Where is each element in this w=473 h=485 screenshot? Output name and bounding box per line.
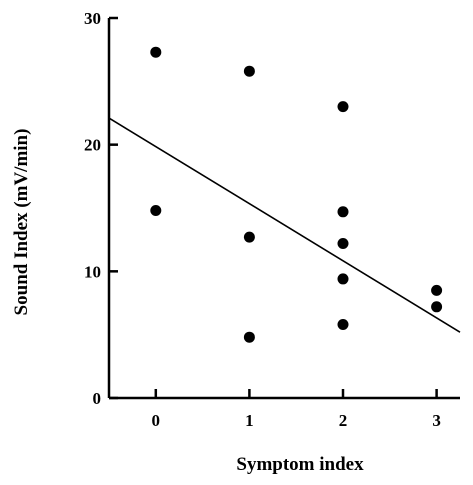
y-ticks: 0 10 20 30 [84, 9, 118, 408]
data-point [243, 231, 255, 243]
data-point [243, 331, 255, 343]
y-axis: 0 10 20 30 [84, 9, 118, 408]
regression-line [108, 117, 461, 333]
y-tick-label: 0 [93, 389, 102, 408]
data-point [337, 206, 349, 218]
x-tick-label: 2 [339, 411, 348, 430]
x-tick-label: 0 [152, 411, 161, 430]
x-tick-label: 1 [245, 411, 254, 430]
y-tick-label: 30 [84, 9, 101, 28]
data-point [150, 205, 162, 217]
data-point [431, 284, 443, 296]
x-axis-label: Symptom index [236, 454, 364, 475]
data-point [150, 46, 162, 58]
y-tick-label: 10 [84, 262, 101, 281]
data-point [243, 65, 255, 77]
data-point [337, 273, 349, 285]
x-tick-label: 3 [432, 411, 441, 430]
data-point [337, 101, 349, 113]
data-point [431, 301, 443, 313]
data-point [337, 319, 349, 331]
y-axis-label: Sound Index (mV/min) [11, 129, 32, 316]
x-axis: 0 1 2 3 [109, 389, 460, 430]
x-ticks: 0 1 2 3 [152, 389, 441, 430]
y-tick-label: 20 [84, 136, 101, 155]
data-point [337, 237, 349, 249]
data-points [150, 46, 443, 343]
